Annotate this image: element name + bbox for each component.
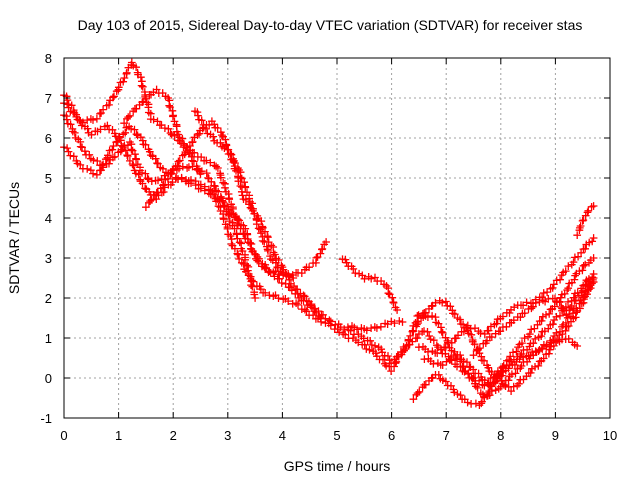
data-markers: [344, 317, 407, 335]
x-tick-label: 5: [333, 428, 340, 443]
x-tick-label: 2: [170, 428, 177, 443]
y-tick-label: 2: [45, 291, 52, 306]
y-tick-label: 4: [45, 211, 52, 226]
x-tick-label: 6: [388, 428, 395, 443]
series-track-f: [191, 107, 298, 282]
x-tick-label: 3: [224, 428, 231, 443]
data-markers: [562, 277, 598, 320]
y-tick-label: -1: [40, 411, 52, 426]
x-tick-label: 8: [497, 428, 504, 443]
x-axis-ticks: 0 1 2 3 4 5 6 7 8 9 10: [60, 58, 617, 443]
y-axis-label: SDTVAR / TECUs: [6, 182, 22, 294]
x-tick-label: 7: [443, 428, 450, 443]
data-markers: [469, 294, 571, 360]
series-track-h: [338, 255, 401, 314]
series-track-i: [344, 317, 407, 335]
y-tick-label: 0: [45, 371, 52, 386]
y-tick-label: 7: [45, 91, 52, 106]
data-markers: [420, 335, 582, 390]
series-track-l: [415, 234, 598, 357]
x-tick-label: 1: [115, 428, 122, 443]
x-tick-label: 0: [60, 428, 67, 443]
data-markers: [409, 274, 598, 395]
data-markers: [60, 58, 598, 390]
x-tick-label: 4: [279, 428, 286, 443]
data-markers: [191, 107, 298, 282]
x-axis-label: GPS time / hours: [284, 458, 391, 474]
chart-title: Day 103 of 2015, Sidereal Day-to-day VTE…: [78, 17, 583, 33]
data-markers: [338, 255, 401, 314]
y-tick-label: 5: [45, 171, 52, 186]
data-points: [60, 58, 598, 410]
y-tick-label: 1: [45, 331, 52, 346]
series-track-n: [469, 294, 571, 360]
series-track-c: [60, 138, 330, 280]
y-tick-label: 6: [45, 131, 52, 146]
series-track-p: [562, 277, 598, 320]
y-tick-label: 8: [45, 51, 52, 66]
data-markers: [415, 234, 598, 357]
series-track-g: [120, 85, 205, 178]
series-track-o: [573, 202, 598, 240]
data-markers: [573, 202, 598, 240]
series-track-m: [420, 335, 582, 390]
x-tick-label: 10: [603, 428, 617, 443]
data-markers: [60, 138, 330, 280]
series-track-a: [60, 58, 598, 390]
y-tick-label: 3: [45, 251, 52, 266]
data-markers: [120, 85, 205, 178]
y-axis-ticks: -1 0 1 2 3 4 5 6 7 8: [40, 51, 610, 426]
x-tick-label: 9: [552, 428, 559, 443]
series-track-k: [409, 274, 598, 395]
